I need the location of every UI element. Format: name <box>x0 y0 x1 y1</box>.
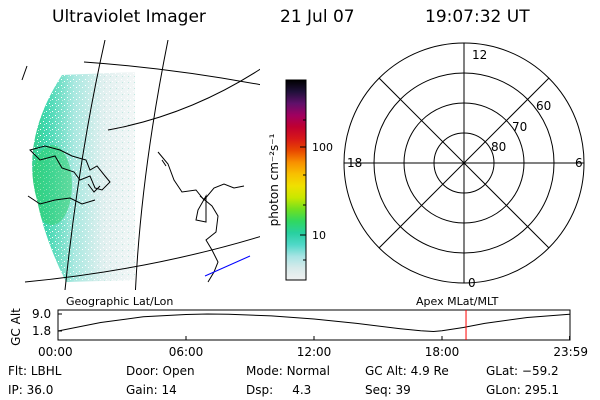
timeline-xtick-label: 06:00 <box>169 345 204 359</box>
geographic-panel-label: Geographic Lat/Lon <box>66 295 174 308</box>
mlat-label-70: 70 <box>512 120 527 134</box>
mlt-label-6: 6 <box>575 156 583 170</box>
info-gcalt-label: GC Alt: <box>365 364 407 378</box>
timeline-ytick-label: 1.8 <box>32 324 51 338</box>
mlat-label-80: 80 <box>491 140 506 154</box>
header-date: 21 Jul 07 <box>280 7 355 27</box>
colorbar-scale <box>285 79 307 281</box>
info-seq-label: Seq: <box>365 383 392 397</box>
info-dsp-label: Dsp: <box>246 383 274 397</box>
info-gcalt-value: 4.9 Re <box>410 364 449 378</box>
info-mode-label: Mode: <box>246 364 283 378</box>
info-ip-label: IP: <box>8 383 23 397</box>
timeline-frame <box>57 309 571 341</box>
header-time: 19:07:32 UT <box>425 7 530 27</box>
colorbar-tick-10: 10 <box>312 229 326 242</box>
timeline-xtick-label: 12:00 <box>297 345 332 359</box>
app-title: Ultraviolet Imager <box>52 7 206 27</box>
info-glon-label: GLon: <box>486 383 521 397</box>
mlt-label-0: 0 <box>468 276 476 290</box>
timeline-xtick-label: 00:00 <box>38 345 73 359</box>
uv-emission <box>32 72 135 282</box>
colorbar-tick-100: 100 <box>312 141 333 154</box>
mlt-label-18: 18 <box>347 156 362 170</box>
polar-panel-label: Apex MLat/MLT <box>416 295 499 308</box>
colorbar-label: photon cm⁻²s⁻¹ <box>267 133 281 226</box>
info-glat-label: GLat: <box>486 364 519 378</box>
info-seq-value: 39 <box>395 383 411 397</box>
earth-limb <box>204 255 251 277</box>
timeline-ylabel: GC Alt <box>9 308 23 346</box>
timeline-xtick-label: 23:59 <box>553 345 588 359</box>
info-glat-value: −59.2 <box>521 364 559 378</box>
mlat-label-60: 60 <box>536 99 551 113</box>
timeline-ytick-label: 9.0 <box>32 307 51 321</box>
altitude-curve <box>57 313 570 333</box>
info-door-value: Open <box>162 364 195 378</box>
info-dsp-value: 4.3 <box>292 383 312 397</box>
info-flt-label: Flt: <box>8 364 27 378</box>
timeline-xtick-label: 18:00 <box>425 345 460 359</box>
info-glon-value: 295.1 <box>524 383 559 397</box>
info-gain-label: Gain: <box>126 383 158 397</box>
info-door-label: Door: <box>126 364 159 378</box>
info-gain-value: 14 <box>161 383 177 397</box>
info-ip-value: 36.0 <box>26 383 54 397</box>
mlt-label-12: 12 <box>472 48 487 62</box>
info-mode-value: Normal <box>286 364 330 378</box>
info-flt-value: LBHL <box>30 364 62 378</box>
